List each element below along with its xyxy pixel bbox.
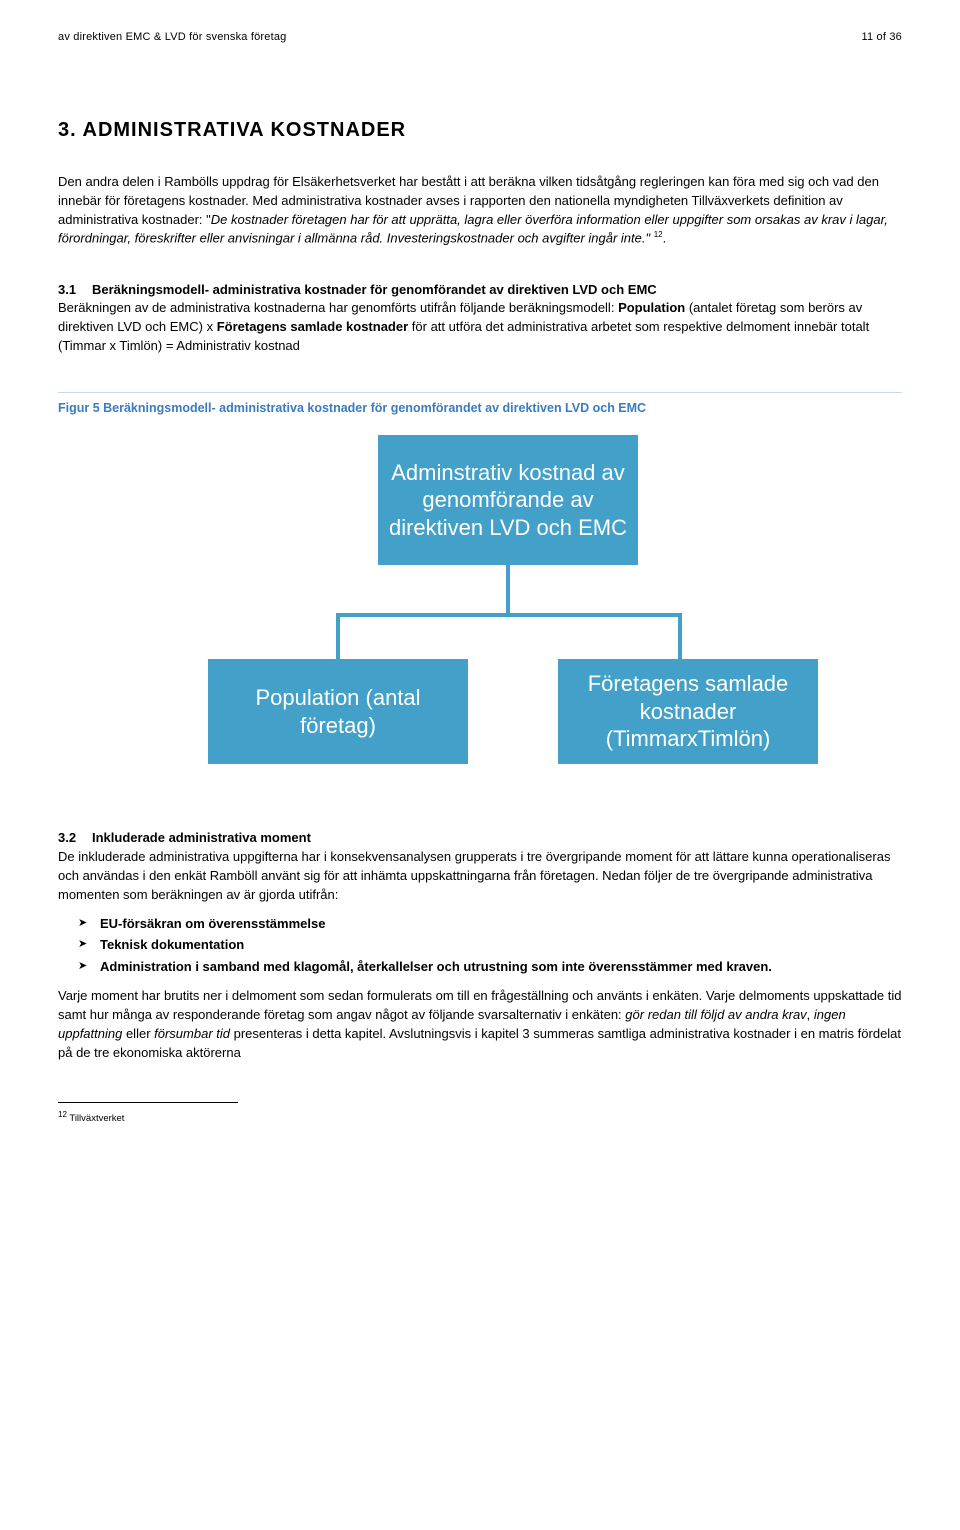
- footnote-rule: [58, 1102, 238, 1103]
- section-3-1-heading: 3.1Beräkningsmodell- administrativa kost…: [58, 281, 902, 300]
- dot: .: [663, 231, 667, 246]
- box-label: Adminstrativ kostnad av genomförande av …: [386, 459, 630, 542]
- heading-text: Beräkningsmodell- administrativa kostnad…: [92, 282, 657, 297]
- page-header: av direktiven EMC & LVD för svenska före…: [58, 30, 902, 46]
- page: av direktiven EMC & LVD för svenska före…: [0, 0, 960, 1530]
- diagram-box-bottom-left: Population (antal företag): [208, 659, 468, 764]
- bullet-text: Administration i samband med klagomål, å…: [100, 959, 772, 974]
- connector: [506, 565, 510, 615]
- connector: [678, 613, 682, 659]
- section-3-intro: Den andra delen i Rambölls uppdrag för E…: [58, 173, 902, 249]
- header-page-number: 11 of 36: [861, 30, 902, 46]
- section-3-heading: 3. ADMINISTRATIVA KOSTNADER: [58, 116, 902, 145]
- diagram-box-bottom-right: Företagens samlade kostnader (TimmarxTim…: [558, 659, 818, 764]
- footnote-number: 12: [58, 1110, 67, 1119]
- heading-number: 3.1: [58, 281, 92, 300]
- italic-text: försumbar tid: [154, 1026, 230, 1041]
- bullet-item: EU-försäkran om överensstämmelse: [78, 915, 902, 934]
- diagram-box-top: Adminstrativ kostnad av genomförande av …: [378, 435, 638, 565]
- figure-5-caption: Figur 5 Beräkningsmodell- administrativa…: [58, 392, 902, 417]
- footnote-ref: 12: [654, 230, 663, 239]
- footnote: 12 Tillväxtverket: [58, 1109, 902, 1126]
- text: ,: [807, 1007, 814, 1022]
- heading-number: 3.2: [58, 829, 92, 848]
- italic-text: gör redan till följd av andra krav: [625, 1007, 806, 1022]
- bullet-item: Administration i samband med klagomål, å…: [78, 958, 902, 977]
- bold-population: Population: [618, 300, 685, 315]
- figure-5-diagram: Adminstrativ kostnad av genomförande av …: [58, 427, 902, 797]
- bullet-item: Teknisk dokumentation: [78, 936, 902, 955]
- section-3-1-body: Beräkningen av de administrativa kostnad…: [58, 299, 902, 356]
- text: eller: [122, 1026, 154, 1041]
- section-3-2-para2: Varje moment har brutits ner i delmoment…: [58, 987, 902, 1062]
- footnote-text: Tillväxtverket: [67, 1114, 125, 1125]
- section-3-2-heading: 3.2Inkluderade administrativa moment: [58, 829, 902, 848]
- box-label: Population (antal företag): [216, 684, 460, 739]
- heading-text: Inkluderade administrativa moment: [92, 830, 311, 845]
- bullet-text: Teknisk dokumentation: [100, 937, 244, 952]
- section-3-2-bullets: EU-försäkran om överensstämmelse Teknisk…: [78, 915, 902, 978]
- header-left: av direktiven EMC & LVD för svenska före…: [58, 31, 287, 43]
- connector: [336, 613, 682, 617]
- connector: [336, 613, 340, 659]
- bullet-text: EU-försäkran om överensstämmelse: [100, 916, 325, 931]
- text: Beräkningen av de administrativa kostnad…: [58, 300, 618, 315]
- bold-kostnader: Företagens samlade kostnader: [217, 319, 408, 334]
- box-label: Företagens samlade kostnader (TimmarxTim…: [566, 670, 810, 753]
- section-3-2-para1: De inkluderade administrativa uppgiftern…: [58, 848, 902, 905]
